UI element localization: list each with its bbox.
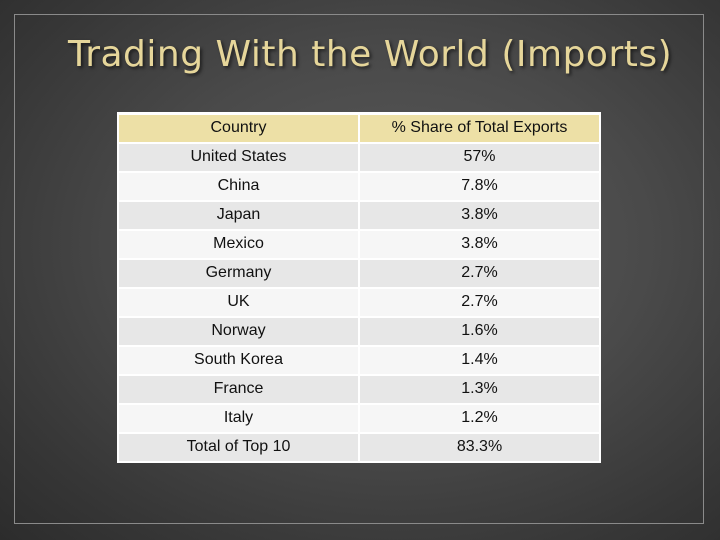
country-cell: Norway xyxy=(117,315,360,347)
share-cell: 3.8% xyxy=(358,199,601,231)
table-row: UK 2.7% xyxy=(117,286,601,318)
share-table: Country % Share of Total Exports United … xyxy=(117,112,601,463)
table-total-row: Total of Top 10 83.3% xyxy=(117,431,601,463)
table-row: France 1.3% xyxy=(117,373,601,405)
share-table-container: Country % Share of Total Exports United … xyxy=(117,112,601,463)
table-row: Mexico 3.8% xyxy=(117,228,601,260)
table-row: Germany 2.7% xyxy=(117,257,601,289)
total-label-cell: Total of Top 10 xyxy=(117,431,360,463)
table-row: Norway 1.6% xyxy=(117,315,601,347)
share-cell: 1.2% xyxy=(358,402,601,434)
table-row: Japan 3.8% xyxy=(117,199,601,231)
country-cell: Italy xyxy=(117,402,360,434)
table-row: South Korea 1.4% xyxy=(117,344,601,376)
country-cell: Germany xyxy=(117,257,360,289)
share-cell: 2.7% xyxy=(358,257,601,289)
table-row: China 7.8% xyxy=(117,170,601,202)
share-cell: 57% xyxy=(358,141,601,173)
country-cell: UK xyxy=(117,286,360,318)
country-cell: South Korea xyxy=(117,344,360,376)
share-cell: 1.4% xyxy=(358,344,601,376)
country-cell: United States xyxy=(117,141,360,173)
total-share-cell: 83.3% xyxy=(358,431,601,463)
share-cell: 1.3% xyxy=(358,373,601,405)
country-cell: Japan xyxy=(117,199,360,231)
slide-title: Trading With the World (Imports) xyxy=(68,34,673,75)
table-row: United States 57% xyxy=(117,141,601,173)
share-cell: 1.6% xyxy=(358,315,601,347)
share-cell: 2.7% xyxy=(358,286,601,318)
table-row: Italy 1.2% xyxy=(117,402,601,434)
share-cell: 7.8% xyxy=(358,170,601,202)
slide-frame xyxy=(14,14,704,524)
table-header-row: Country % Share of Total Exports xyxy=(117,112,601,144)
country-cell: Mexico xyxy=(117,228,360,260)
country-cell: China xyxy=(117,170,360,202)
column-header-share: % Share of Total Exports xyxy=(358,112,601,144)
share-cell: 3.8% xyxy=(358,228,601,260)
country-cell: France xyxy=(117,373,360,405)
column-header-country: Country xyxy=(117,112,360,144)
